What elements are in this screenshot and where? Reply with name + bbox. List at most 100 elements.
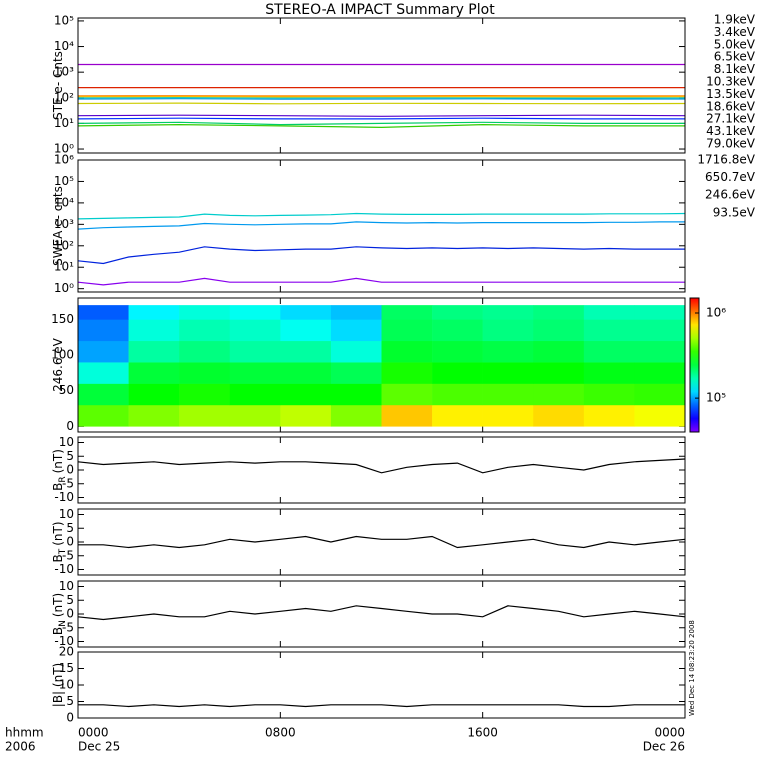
heatmap-cell bbox=[583, 362, 635, 384]
y-tick-label: 100 bbox=[51, 348, 74, 362]
data-line bbox=[78, 704, 685, 708]
y-tick-label: 0 bbox=[66, 711, 74, 725]
heatmap-cell bbox=[634, 383, 686, 406]
heatmap-cell bbox=[330, 383, 382, 406]
y-axis-label-sub: R bbox=[58, 476, 68, 482]
heatmap-cell bbox=[432, 383, 483, 406]
colorbar-tick-label: 10⁵ bbox=[706, 391, 726, 405]
data-line bbox=[77, 605, 686, 621]
heatmap-cell bbox=[634, 319, 686, 342]
heatmap-cell bbox=[330, 404, 382, 427]
heatmap-cell bbox=[583, 305, 635, 320]
heatmap-cell bbox=[229, 319, 281, 342]
colorbar bbox=[689, 297, 700, 433]
y-axis-label-unit: (nT) bbox=[51, 593, 65, 617]
heatmap-cell bbox=[482, 383, 534, 406]
y-tick-label: -5 bbox=[62, 548, 74, 562]
heatmap-cell bbox=[432, 319, 483, 342]
legend-entry: 1.9keV bbox=[714, 13, 756, 27]
x-axis-label: hhmm bbox=[5, 726, 44, 740]
y-tick-label: 10⁰ bbox=[54, 142, 74, 156]
x-tick-label: 0000 bbox=[78, 726, 109, 740]
y-tick-label: 10 bbox=[59, 435, 74, 449]
heatmap-cell bbox=[533, 340, 585, 363]
heatmap-cell bbox=[280, 340, 332, 363]
timestamp: Wed Dec 14 08:23:20 2008 bbox=[688, 620, 696, 716]
heatmap-cell bbox=[381, 340, 433, 363]
panel-frame bbox=[77, 297, 686, 433]
heatmap-cell bbox=[634, 404, 686, 427]
y-tick-label: 10⁵ bbox=[54, 174, 74, 188]
data-line bbox=[77, 221, 685, 230]
y-tick-label: 5 bbox=[66, 593, 74, 607]
y-tick-label: 10¹ bbox=[54, 116, 74, 130]
heatmap-cell bbox=[78, 404, 129, 427]
legend-entry: 79.0keV bbox=[706, 137, 756, 151]
heatmap-cell bbox=[482, 319, 534, 342]
heatmap-cell bbox=[533, 305, 585, 320]
y-axis-label: BN (nT) bbox=[51, 593, 68, 635]
y-axis-label-main: STE e- Cnts bbox=[51, 51, 65, 120]
y-axis-label-main: B bbox=[51, 483, 65, 491]
heatmap-cell bbox=[78, 305, 129, 320]
y-tick-label: 10⁶ bbox=[54, 153, 74, 167]
heatmap-cell bbox=[432, 404, 483, 427]
heatmap-cell bbox=[583, 404, 635, 427]
legend-entry: 93.5eV bbox=[713, 205, 756, 219]
y-tick-label: -10 bbox=[54, 562, 74, 576]
y-tick-label: 5 bbox=[66, 694, 74, 708]
y-tick-label: 150 bbox=[51, 312, 74, 326]
heatmap-cell bbox=[634, 362, 686, 384]
y-tick-label: 20 bbox=[59, 645, 74, 659]
heatmap-cell bbox=[634, 340, 686, 363]
y-tick-label: 10⁵ bbox=[54, 13, 74, 27]
panel-frame bbox=[77, 17, 686, 154]
heatmap-cell bbox=[179, 362, 231, 384]
y-axis-label-main: |B| (nT) bbox=[51, 663, 65, 707]
legend-entry: 6.5keV bbox=[714, 50, 756, 64]
legend-entry: 13.5keV bbox=[706, 87, 756, 101]
heatmap-cell bbox=[533, 404, 585, 427]
heatmap-cell bbox=[229, 404, 281, 427]
legend-entry: 27.1keV bbox=[706, 112, 756, 126]
heatmap-cell bbox=[179, 340, 231, 363]
heatmap-cell bbox=[280, 362, 332, 384]
heatmap-cell bbox=[128, 305, 180, 320]
heatmap-cell bbox=[381, 362, 433, 384]
heatmap-cell bbox=[280, 319, 332, 342]
y-axis-label-main: SWEA e- cnts bbox=[51, 186, 65, 266]
data-line bbox=[77, 277, 685, 286]
y-tick-label: 10 bbox=[59, 507, 74, 521]
heatmap-cell bbox=[330, 362, 382, 384]
y-tick-label: 10 bbox=[59, 579, 74, 593]
heatmap-cell bbox=[482, 404, 534, 427]
x-tick-label: 0000 bbox=[654, 726, 685, 740]
y-axis-label-sub: T bbox=[58, 548, 68, 555]
data-line bbox=[78, 535, 686, 549]
heatmap-cell bbox=[229, 362, 281, 384]
panel-frame bbox=[77, 651, 686, 719]
heatmap-cell bbox=[330, 305, 382, 320]
heatmap-cell bbox=[583, 383, 635, 406]
y-tick-label: -5 bbox=[62, 476, 74, 490]
legend-entry: 1716.8eV bbox=[697, 153, 755, 167]
y-axis-label: SWEA e- cnts bbox=[51, 186, 65, 266]
y-axis-label: BR (nT) bbox=[51, 449, 68, 491]
x-tick-label: 0800 bbox=[265, 726, 296, 740]
y-tick-label: 10⁴ bbox=[54, 195, 74, 209]
legend-entry: 18.6keV bbox=[706, 99, 756, 113]
heatmap-cell bbox=[533, 319, 585, 342]
data-line bbox=[77, 114, 686, 117]
data-line bbox=[77, 246, 685, 265]
heatmap-cell bbox=[634, 305, 686, 320]
y-axis-label-sub: N bbox=[58, 620, 68, 627]
y-tick-label: 10 bbox=[59, 678, 74, 692]
panel-frame bbox=[77, 508, 686, 576]
heatmap-cell bbox=[583, 340, 635, 363]
heatmap-cell bbox=[229, 305, 281, 320]
year-label: 2006 bbox=[5, 740, 36, 754]
heatmap-cell bbox=[533, 383, 585, 406]
data-line bbox=[77, 123, 685, 129]
heatmap-cell bbox=[381, 383, 433, 406]
heatmap-cell bbox=[229, 340, 281, 363]
